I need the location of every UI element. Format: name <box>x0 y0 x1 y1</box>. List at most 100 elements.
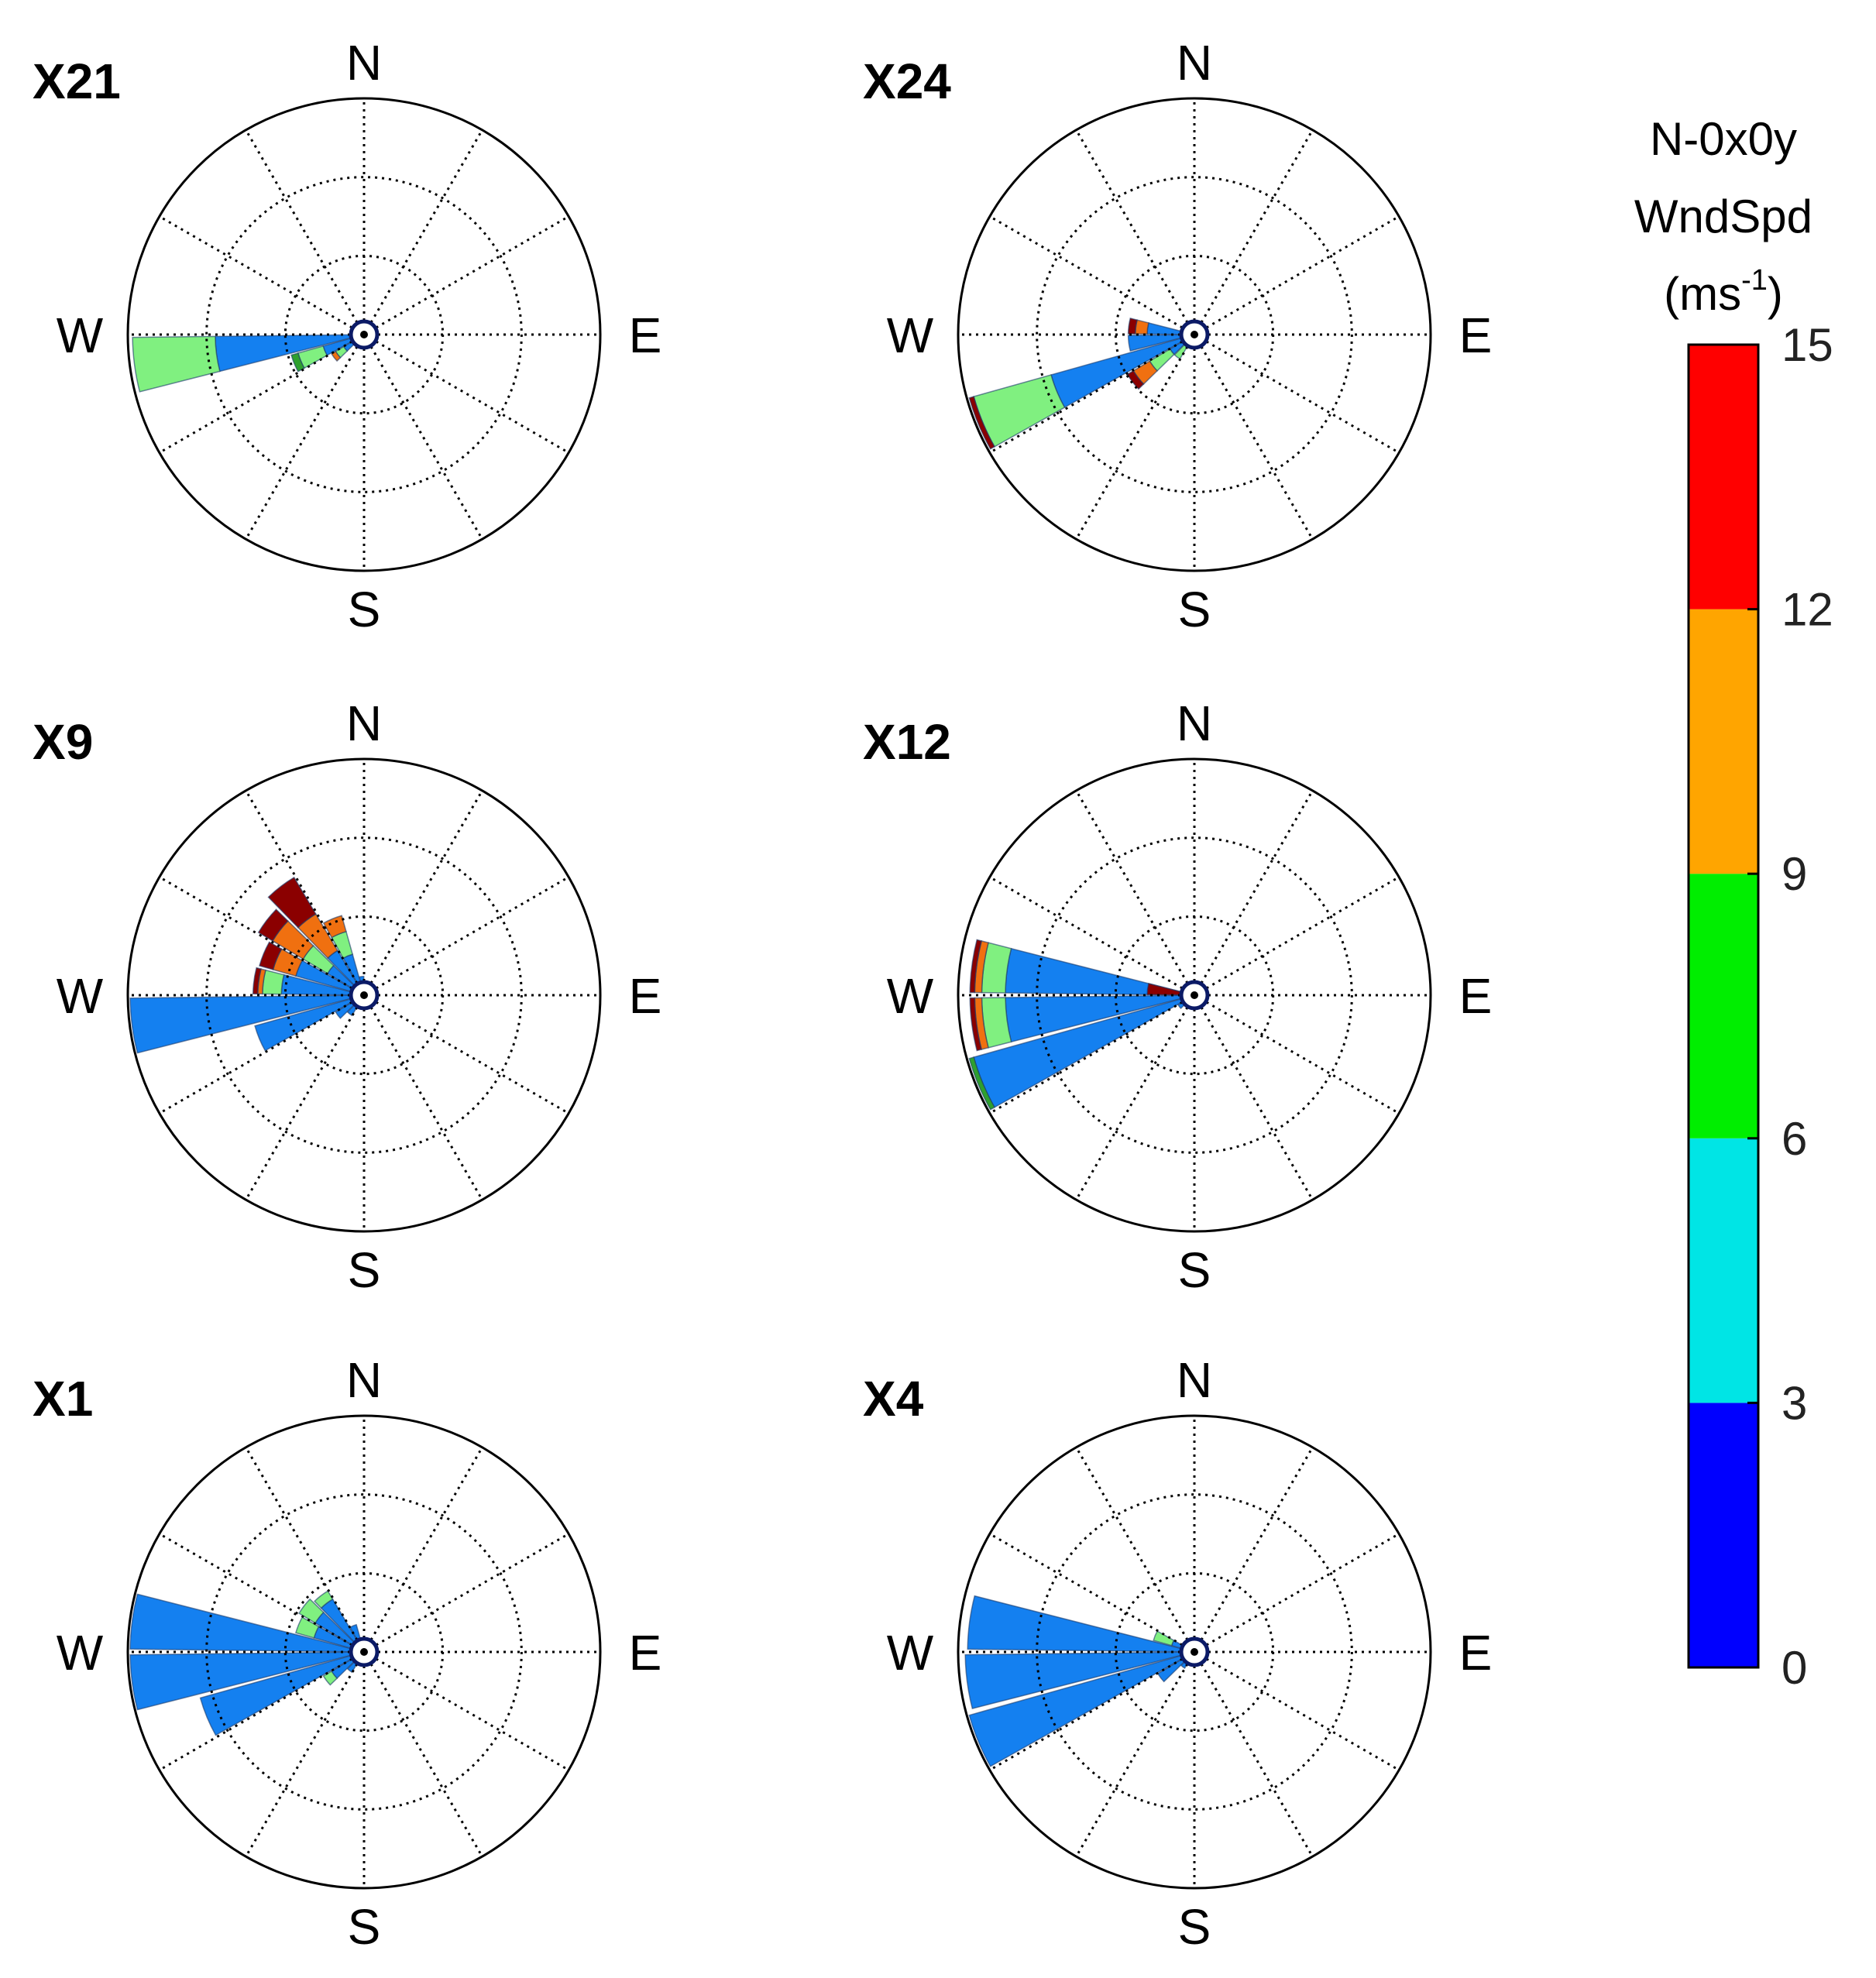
grid-spoke <box>989 1533 1195 1653</box>
petal-segment <box>259 941 283 970</box>
compass-w-label: W <box>57 968 104 1024</box>
grid-spoke <box>1075 790 1196 996</box>
grid-spoke <box>1193 790 1314 996</box>
grid-spoke <box>1193 1447 1314 1653</box>
panel-title: X1 <box>33 1371 93 1427</box>
petal-segment <box>254 994 365 1052</box>
grid-spoke <box>245 1447 366 1653</box>
petals <box>129 876 365 1054</box>
compass-s-label: S <box>1178 1899 1211 1955</box>
grid-ring <box>1036 176 1353 493</box>
compass-s-label: S <box>348 1242 381 1298</box>
colorbar-unit: (ms-1) <box>1664 264 1783 320</box>
petal-segment <box>129 1593 365 1653</box>
compass-e-label: E <box>1459 1625 1493 1681</box>
petal-segment <box>252 967 262 995</box>
petal-segment <box>1127 317 1139 335</box>
petal-segment <box>968 396 996 450</box>
grid-spoke <box>159 876 365 997</box>
petals <box>968 939 1195 1111</box>
outer-ring <box>957 1414 1432 1890</box>
compass-e-label: E <box>629 307 662 363</box>
grid-spoke <box>989 876 1195 997</box>
compass-n-label: N <box>1177 1352 1212 1408</box>
compass-n-label: N <box>1177 35 1212 91</box>
compass-s-label: S <box>1178 1242 1211 1298</box>
windrose-x1: N S E W X1 <box>33 1352 661 1955</box>
grid-ring <box>205 176 523 493</box>
petal-segment <box>968 1651 1195 1767</box>
grid-spoke <box>1075 1447 1196 1653</box>
colorbar: 0 3 6 9 12 15 N-0x0y WndSpd (ms-1) <box>1634 113 1833 1694</box>
colorbar-band <box>1689 609 1758 874</box>
grid-spoke <box>989 1650 1195 1771</box>
center-dot <box>360 1648 368 1656</box>
grid-spoke <box>245 790 366 996</box>
grid-spoke <box>1194 1650 1400 1771</box>
grid-spoke <box>1075 129 1196 335</box>
panel-title: X9 <box>33 714 93 770</box>
polar-grid <box>126 1414 602 1890</box>
outer-ring <box>957 757 1432 1233</box>
grid-spoke <box>245 129 366 335</box>
grid-ring <box>1036 836 1353 1154</box>
grid-spoke <box>363 994 569 1114</box>
compass-w-label: W <box>57 1625 104 1681</box>
compass-e-label: E <box>629 1625 662 1681</box>
grid-spoke <box>363 1650 569 1771</box>
colorbar-tick-label: 9 <box>1782 848 1807 900</box>
center-dot <box>360 991 368 999</box>
colorbar-title-line1: N-0x0y <box>1650 113 1797 165</box>
outer-ring <box>126 97 602 572</box>
colorbar-band <box>1689 1138 1758 1403</box>
grid-spoke <box>362 994 483 1200</box>
petal-segment <box>331 350 342 362</box>
colorbar-band <box>1689 345 1758 610</box>
grid-spoke <box>1193 334 1314 540</box>
windrose-x4: N S E W X4 <box>863 1352 1492 1955</box>
center-dot <box>1191 331 1198 338</box>
petal-segment <box>290 352 305 373</box>
petals <box>968 317 1195 450</box>
petal-segment <box>129 994 365 1054</box>
grid-spoke <box>362 1651 483 1857</box>
grid-spoke <box>363 1533 569 1653</box>
grid-spoke <box>159 215 365 336</box>
grid-spoke <box>1075 994 1196 1200</box>
petal-segment <box>199 1651 365 1736</box>
polar-grid <box>126 97 602 572</box>
grid-spoke <box>1075 334 1196 540</box>
compass-n-label: N <box>346 1352 382 1408</box>
petal-segment <box>322 915 347 939</box>
compass-n-label: N <box>346 35 382 91</box>
petal-segment <box>1146 983 1184 996</box>
petal-segment <box>132 335 221 393</box>
grid-spoke <box>159 1650 365 1771</box>
compass-w-label: W <box>57 307 104 363</box>
polar-grid <box>126 757 602 1233</box>
petal-segment <box>267 876 317 929</box>
colorbar-tick-label: 12 <box>1782 584 1833 636</box>
petal-segment <box>1135 319 1149 335</box>
petal-segment <box>968 1056 996 1111</box>
outer-ring <box>957 97 1432 572</box>
windrose-x12: N S E W X12 <box>863 695 1492 1298</box>
grid-spoke <box>362 334 483 540</box>
colorbar-band <box>1689 874 1758 1138</box>
grid-spoke <box>245 994 366 1200</box>
center-dot <box>1191 991 1198 999</box>
grid-spoke <box>363 215 569 336</box>
colorbar-title-line2: WndSpd <box>1634 191 1812 242</box>
panel-title: X12 <box>863 714 951 770</box>
center-dot <box>1191 1648 1198 1656</box>
grid-spoke <box>363 333 569 454</box>
colorbar-tick-label: 6 <box>1782 1113 1807 1165</box>
polar-grid <box>957 97 1432 572</box>
grid-spoke <box>1075 1651 1196 1857</box>
colorbar-tick-label: 0 <box>1782 1642 1807 1694</box>
grid-spoke <box>159 333 365 454</box>
grid-spoke <box>989 333 1195 454</box>
grid-spoke <box>989 994 1195 1114</box>
